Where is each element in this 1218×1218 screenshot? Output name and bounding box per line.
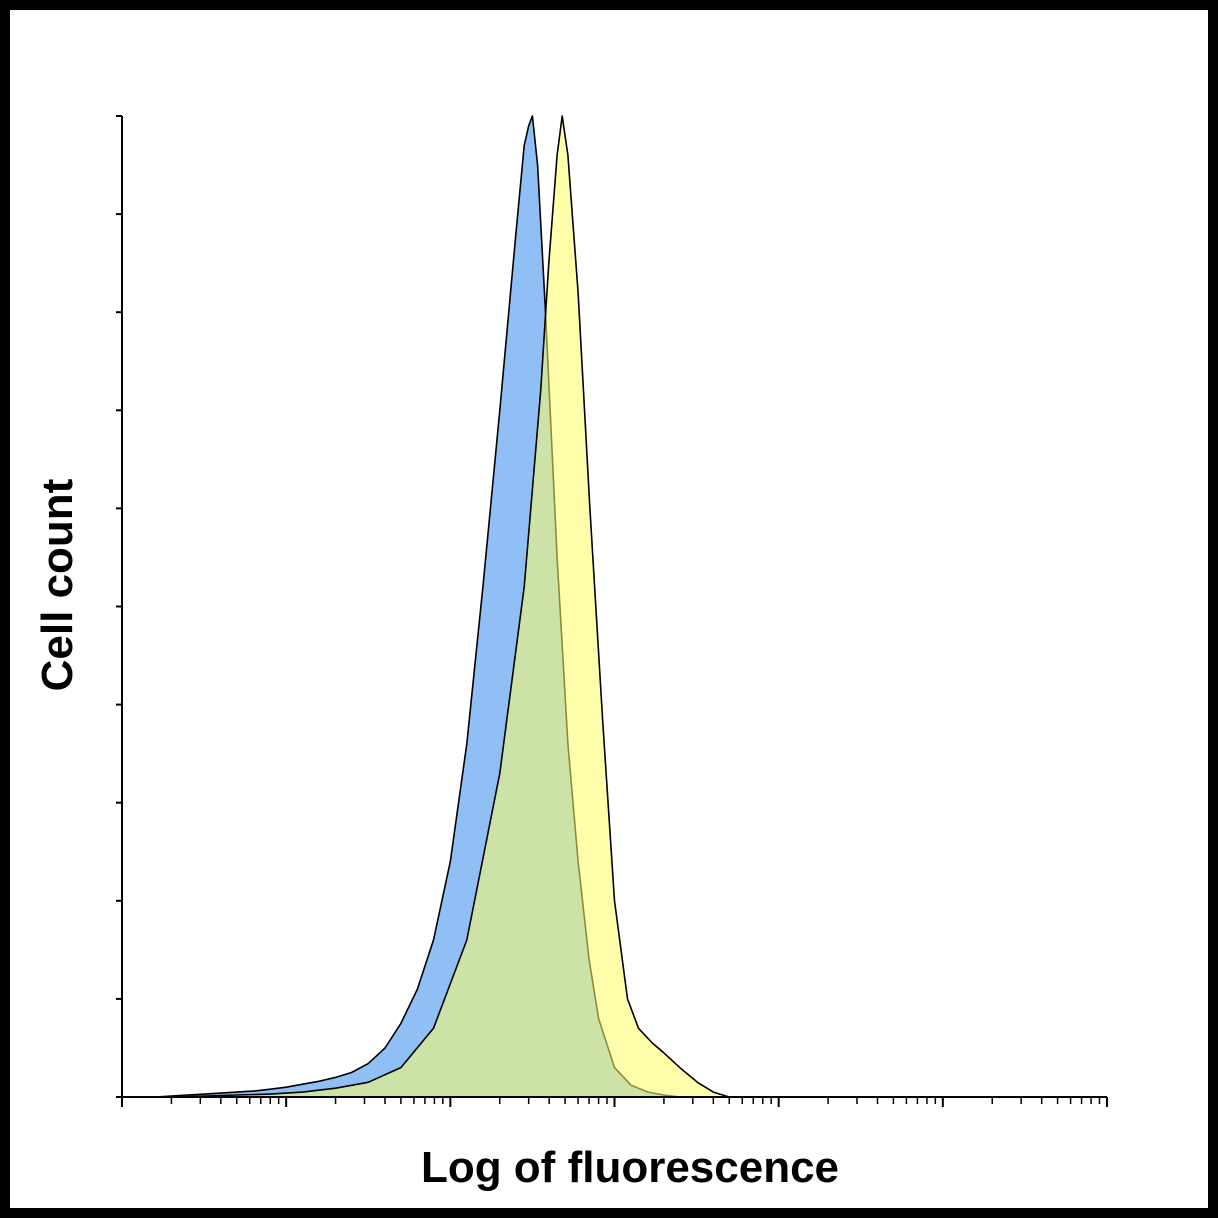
series-layer	[121, 115, 730, 1098]
axes-layer	[116, 115, 1108, 1107]
histogram-chart: Log of fluorescence Cell count	[33, 115, 1108, 1192]
y-axis-title: Cell count	[33, 478, 82, 691]
x-axis-title: Log of fluorescence	[421, 1143, 839, 1192]
series-area-2	[121, 115, 730, 1098]
